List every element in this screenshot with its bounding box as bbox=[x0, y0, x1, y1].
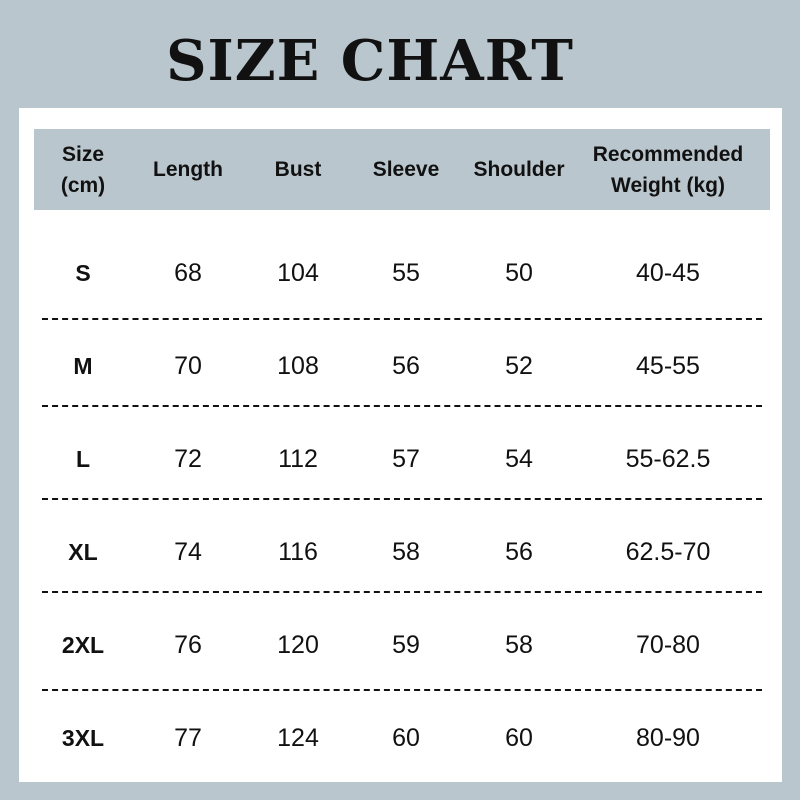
table-cell: 68 bbox=[174, 258, 202, 287]
column-header: Length bbox=[153, 158, 223, 181]
size-label: 3XL bbox=[61, 724, 105, 751]
column-header: Bust bbox=[274, 158, 322, 181]
table-cell: 59 bbox=[392, 630, 420, 659]
table-cell: 54 bbox=[505, 444, 533, 473]
table-row: L 72 112 57 54 55-62.5 bbox=[19, 429, 782, 489]
size-label: L bbox=[75, 445, 91, 472]
size-label: 2XL bbox=[61, 631, 105, 658]
column-header: Recommended Weight (kg) bbox=[592, 142, 744, 197]
table-cell: 80-90 bbox=[636, 723, 700, 752]
table-cell: 56 bbox=[505, 537, 533, 566]
table-row: S 68 104 55 50 40-45 bbox=[19, 243, 782, 303]
table-cell: 77 bbox=[174, 723, 202, 752]
size-label: M bbox=[73, 352, 93, 379]
size-table: Size (cm) Length Bust Sleeve Shoulder Recomme… bbox=[19, 108, 782, 782]
table-cell: 40-45 bbox=[636, 258, 700, 287]
table-cell: 55-62.5 bbox=[625, 444, 711, 473]
column-header: Sleeve bbox=[372, 158, 440, 181]
table-cell: 62.5-70 bbox=[625, 537, 711, 566]
table-cell: 55 bbox=[392, 258, 420, 287]
table-cell: 108 bbox=[277, 351, 319, 380]
table-cell: 124 bbox=[277, 723, 319, 752]
table-cell: 120 bbox=[277, 630, 319, 659]
table-row: M 70 108 56 52 45-55 bbox=[19, 336, 782, 396]
page-title: SIZE CHART bbox=[166, 28, 574, 94]
table-cell: 60 bbox=[505, 723, 533, 752]
size-label: S bbox=[75, 259, 91, 286]
size-label: XL bbox=[68, 538, 98, 565]
row-divider bbox=[42, 405, 762, 407]
table-cell: 70-80 bbox=[636, 630, 700, 659]
column-header: Shoulder bbox=[473, 158, 565, 181]
table-cell: 50 bbox=[505, 258, 533, 287]
row-divider bbox=[42, 591, 762, 593]
table-cell: 45-55 bbox=[636, 351, 700, 380]
table-cell: 60 bbox=[392, 723, 420, 752]
table-cell: 104 bbox=[277, 258, 319, 287]
table-cell: 72 bbox=[174, 444, 202, 473]
row-divider bbox=[42, 318, 762, 320]
table-cell: 112 bbox=[278, 444, 318, 473]
table-row: 2XL 76 120 59 58 70-80 bbox=[19, 615, 782, 675]
table-cell: 56 bbox=[392, 351, 420, 380]
table-row: XL 74 116 58 56 62.5-70 bbox=[19, 522, 782, 582]
table-cell: 76 bbox=[174, 630, 202, 659]
table-header: Size (cm) Length Bust Sleeve Shoulder Recomme… bbox=[34, 129, 770, 210]
table-cell: 52 bbox=[505, 351, 533, 380]
row-divider bbox=[42, 498, 762, 500]
table-cell: 70 bbox=[174, 351, 202, 380]
column-header: Size (cm) bbox=[60, 142, 106, 197]
row-divider bbox=[42, 689, 762, 691]
table-row: 3XL 77 124 60 60 80-90 bbox=[19, 708, 782, 768]
table-cell: 58 bbox=[505, 630, 533, 659]
table-cell: 58 bbox=[392, 537, 420, 566]
table-cell: 74 bbox=[174, 537, 202, 566]
table-cell: 57 bbox=[392, 444, 420, 473]
table-cell: 116 bbox=[278, 537, 318, 566]
